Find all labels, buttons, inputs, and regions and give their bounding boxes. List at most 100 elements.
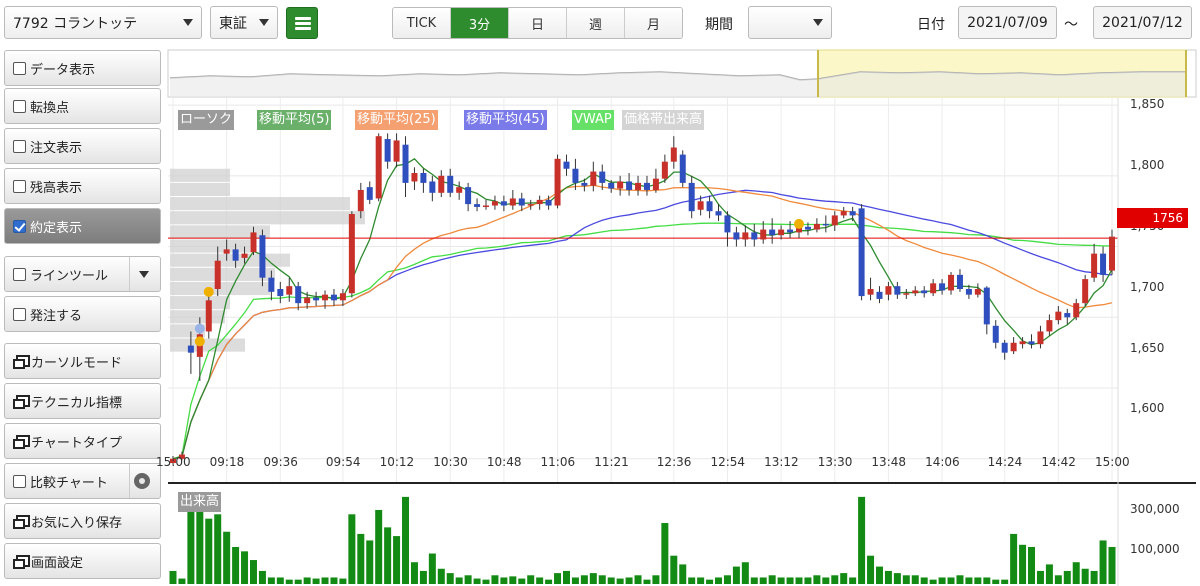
market-select[interactable]: 東証 (210, 6, 278, 39)
sidebar-item-cursor-mode[interactable]: カーソルモード (4, 343, 161, 379)
tab-month[interactable]: 月 (625, 8, 682, 38)
sidebar-item-technical[interactable]: テクニカル指標 (4, 383, 161, 419)
volume-label: 出来高 (178, 492, 222, 512)
candle-body (429, 181, 436, 193)
tab-day[interactable]: 日 (509, 8, 567, 38)
period-select[interactable] (748, 6, 832, 39)
candle-body (304, 297, 311, 304)
volume-bar (992, 579, 1000, 584)
candle-body (626, 181, 633, 190)
volume-bar (893, 573, 901, 584)
sidebar-item-orders[interactable]: 注文表示 (4, 128, 161, 164)
candle-body (921, 290, 928, 294)
volume-bar (384, 527, 392, 584)
x-tick-label: 15:00 (156, 455, 191, 469)
gear-icon[interactable] (134, 473, 150, 489)
candle-body (563, 161, 570, 169)
legend-ma45[interactable]: 移動平均(45) (464, 110, 547, 130)
volume-bar (1072, 562, 1080, 584)
execution-marker (203, 286, 214, 297)
volume-bar (1010, 533, 1018, 584)
candle-body (170, 458, 176, 464)
volume-bar (223, 531, 231, 584)
x-tick-label: 15:00 (1095, 455, 1130, 469)
sidebar-item-label: データ表示 (30, 62, 96, 78)
candle-body (965, 289, 972, 295)
sidebar-item-executions[interactable]: 約定表示 (4, 208, 161, 244)
volume-bar (723, 575, 731, 584)
chevron-down-icon[interactable] (139, 271, 149, 278)
candle-body (322, 294, 329, 301)
checkbox-icon (13, 61, 26, 75)
sidebar-item-place-order[interactable]: 発注する (4, 296, 161, 332)
symbol-list-button[interactable] (286, 7, 318, 39)
volume-bar (410, 562, 418, 584)
candle-body (1064, 313, 1071, 318)
legend-vwap[interactable]: VWAP (572, 110, 614, 130)
candle-body (527, 204, 534, 206)
candle-body (760, 229, 767, 240)
tab-tick[interactable]: TICK (393, 8, 451, 38)
volume-profile-bar (170, 310, 225, 324)
volume-bar (580, 575, 588, 584)
volume-bar (285, 579, 293, 584)
candle-body (1055, 311, 1062, 321)
volume-bar (500, 577, 508, 584)
volume-bar (1090, 570, 1098, 584)
sidebar-item-screen-settings[interactable]: 画面設定 (4, 543, 161, 579)
candle-body (733, 232, 740, 240)
volume-bar (1108, 546, 1116, 584)
sidebar-item-save-favorite[interactable]: お気に入り保存 (4, 503, 161, 539)
candle-body (491, 201, 498, 206)
symbol-select[interactable]: 7792 コラントッテ (4, 6, 202, 39)
legend-ma5[interactable]: 移動平均(5) (257, 110, 332, 130)
execution-markers (194, 218, 804, 347)
sidebar-item-line-tool[interactable]: ラインツール (4, 256, 161, 292)
checkbox-icon (13, 307, 26, 321)
candle-body (715, 211, 722, 216)
volume-bar (312, 578, 320, 584)
tab-3min[interactable]: 3分 (451, 8, 509, 38)
volume-bar (571, 577, 579, 584)
candle-body (518, 198, 525, 206)
checkbox-icon (13, 179, 26, 193)
volume-bar (482, 579, 490, 584)
tab-week[interactable]: 週 (567, 8, 625, 38)
volume-bar (241, 551, 249, 584)
volume-bar (393, 536, 401, 584)
candle-body (599, 171, 606, 183)
candle-body (554, 158, 561, 206)
sidebar-item-turning-point[interactable]: 転換点 (4, 88, 161, 124)
volume-bar (294, 579, 302, 584)
checkbox-icon (13, 99, 26, 113)
volume-bar (625, 577, 633, 584)
candle-body (1010, 342, 1017, 352)
volume-bar (187, 501, 195, 584)
candle-body (804, 226, 811, 230)
volume-bar (956, 575, 964, 584)
x-tick-label: 13:30 (817, 455, 853, 469)
legend-candles[interactable]: ローソク (178, 110, 235, 130)
sidebar-item-compare-chart[interactable]: 比較チャート (4, 463, 161, 499)
volume-bar (741, 562, 749, 584)
legend-ma25[interactable]: 移動平均(25) (355, 110, 438, 130)
sidebar-item-data-display[interactable]: データ表示 (4, 50, 161, 86)
sidebar-item-balance[interactable]: 残高表示 (4, 168, 161, 204)
sidebar-item-label: 約定表示 (30, 220, 83, 236)
y-tick-label: 1,800 (1130, 158, 1165, 172)
x-tick-label: 14:06 (925, 455, 960, 469)
current-price-tag: 1756 (1117, 208, 1188, 228)
date-from-field[interactable]: 2021/07/09 (958, 6, 1057, 39)
volume-profile-bar (170, 338, 245, 352)
sidebar-item-label: カーソルモード (31, 355, 123, 371)
volume-bar (357, 533, 365, 584)
divider (129, 257, 130, 291)
volume-bar (205, 518, 213, 584)
candle-body (330, 294, 337, 301)
execution-marker (194, 336, 205, 347)
date-to-field[interactable]: 2021/07/12 (1093, 6, 1192, 39)
sidebar-item-label: 転換点 (30, 100, 70, 116)
legend-volume-profile[interactable]: 価格帯出来高 (622, 110, 705, 130)
sidebar-item-chart-type[interactable]: チャートタイプ (4, 423, 161, 459)
